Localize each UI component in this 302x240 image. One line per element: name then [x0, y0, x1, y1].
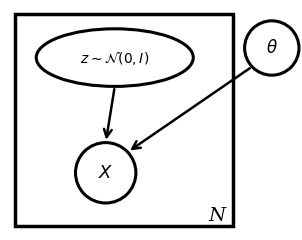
Ellipse shape — [245, 21, 299, 75]
Bar — [15, 14, 233, 226]
Text: N: N — [209, 207, 226, 225]
Text: $X$: $X$ — [98, 164, 114, 182]
Ellipse shape — [36, 29, 193, 86]
Ellipse shape — [76, 143, 136, 203]
Text: $\theta$: $\theta$ — [266, 39, 278, 57]
Text: $z \sim \mathcal{N}(0, I)$: $z \sim \mathcal{N}(0, I)$ — [80, 48, 149, 66]
